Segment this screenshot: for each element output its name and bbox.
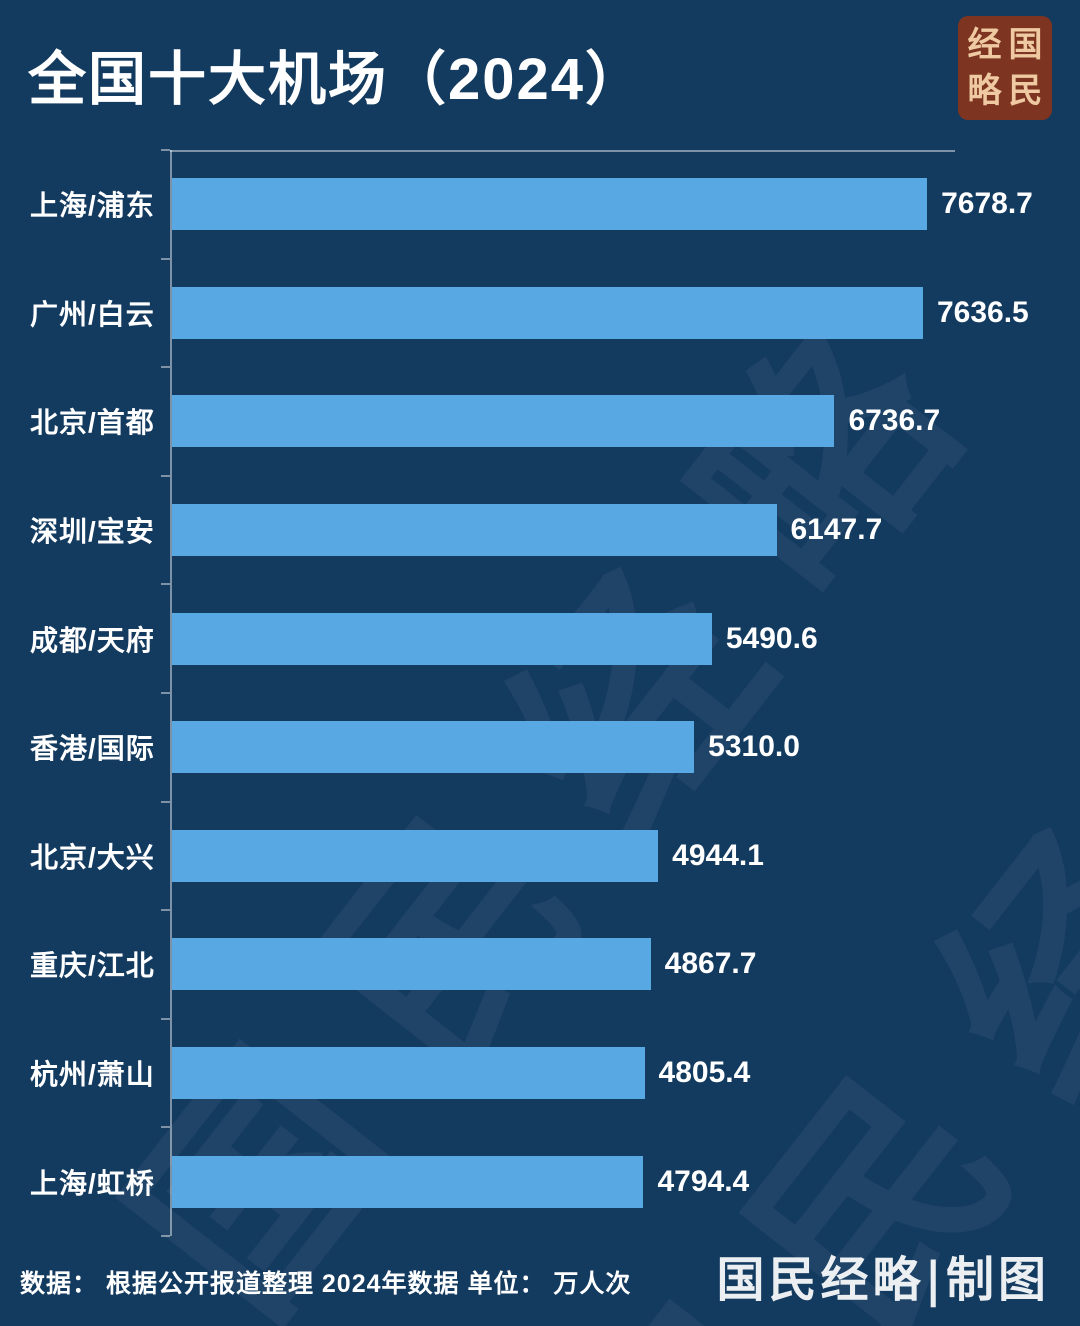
bar-value: 6736.7 (848, 404, 941, 438)
logo-char: 经 (967, 25, 1002, 65)
bar-chart: 上海/浦东 7678.7 广州/白云 7636.5 北京/首都 6736.7 深圳/宝安 61… (30, 149, 1050, 1237)
row-plot-area: 4794.4 (161, 1126, 1050, 1237)
chart-row: 北京/大兴 4944.1 (30, 800, 1050, 911)
row-plot-area: 6147.7 (161, 474, 1050, 585)
chart-row: 北京/首都 6736.7 (30, 366, 1050, 476)
row-plot-area: 6736.7 (161, 366, 1050, 476)
row-plot-area: 4805.4 (161, 1017, 1050, 1128)
logo-char: 略 (967, 71, 1002, 111)
bar (172, 178, 928, 231)
chart-row: 上海/虹桥 4794.4 (30, 1126, 1050, 1237)
logo-char: 国 (1008, 25, 1043, 65)
logo-char: 民 (1008, 71, 1043, 111)
data-source-note: 数据： 根据公开报道整理 2024年数据 单位： 万人次 (20, 1270, 632, 1298)
category-label: 北京/大兴 (30, 841, 155, 873)
bar-value: 7678.7 (941, 187, 1033, 221)
category-label: 广州/白云 (30, 298, 155, 330)
bar (172, 721, 695, 774)
bar-value: 4944.1 (672, 838, 764, 872)
publisher-seal-logo: 经 国 略 民 (958, 16, 1052, 120)
row-plot-area: 5490.6 (161, 583, 1050, 693)
row-plot-area: 4867.7 (161, 909, 1050, 1019)
category-label: 北京/首都 (30, 407, 155, 439)
bar-value: 5310.0 (708, 730, 800, 764)
category-label: 杭州/萧山 (30, 1059, 155, 1091)
bar-value: 4867.7 (664, 947, 757, 981)
chart-row: 重庆/江北 4867.7 (30, 909, 1050, 1019)
chart-rows: 上海/浦东 7678.7 广州/白云 7636.5 北京/首都 6736.7 深圳/宝安 61… (30, 149, 1050, 1237)
bar-value: 6147.7 (790, 513, 883, 547)
bar (172, 395, 835, 448)
bar-value: 7636.5 (936, 295, 1029, 329)
chart-row: 香港/国际 5310.0 (30, 691, 1050, 802)
bar (172, 829, 659, 882)
bar (172, 938, 651, 991)
category-label: 上海/虹桥 (30, 1167, 155, 1199)
row-plot-area: 5310.0 (161, 691, 1050, 802)
page-title: 全国十大机场（2024） (28, 47, 646, 112)
bar (172, 1047, 645, 1100)
credit-text: 国民经略|制图 (716, 1252, 1050, 1308)
category-label: 成都/天府 (30, 624, 155, 656)
category-label: 上海/浦东 (30, 190, 155, 222)
bar (172, 1155, 644, 1208)
bar-value: 4794.4 (657, 1164, 750, 1198)
bar-value: 5490.6 (725, 621, 818, 655)
category-label: 深圳/宝安 (30, 516, 155, 548)
chart-row: 成都/天府 5490.6 (30, 583, 1050, 693)
bar-value: 4805.4 (658, 1056, 751, 1090)
chart-row: 上海/浦东 7678.7 (30, 149, 1050, 259)
row-plot-area: 4944.1 (161, 800, 1050, 911)
bar (172, 504, 777, 557)
category-label: 香港/国际 (30, 733, 155, 765)
chart-top-axis (170, 150, 955, 152)
chart-row: 杭州/萧山 4805.4 (30, 1017, 1050, 1128)
bar (172, 286, 923, 339)
row-plot-area: 7678.7 (161, 149, 1050, 259)
category-label: 重庆/江北 (30, 950, 155, 982)
row-plot-area: 7636.5 (161, 257, 1050, 368)
chart-row: 深圳/宝安 6147.7 (30, 474, 1050, 585)
chart-row: 广州/白云 7636.5 (30, 257, 1050, 368)
bar (172, 612, 712, 665)
